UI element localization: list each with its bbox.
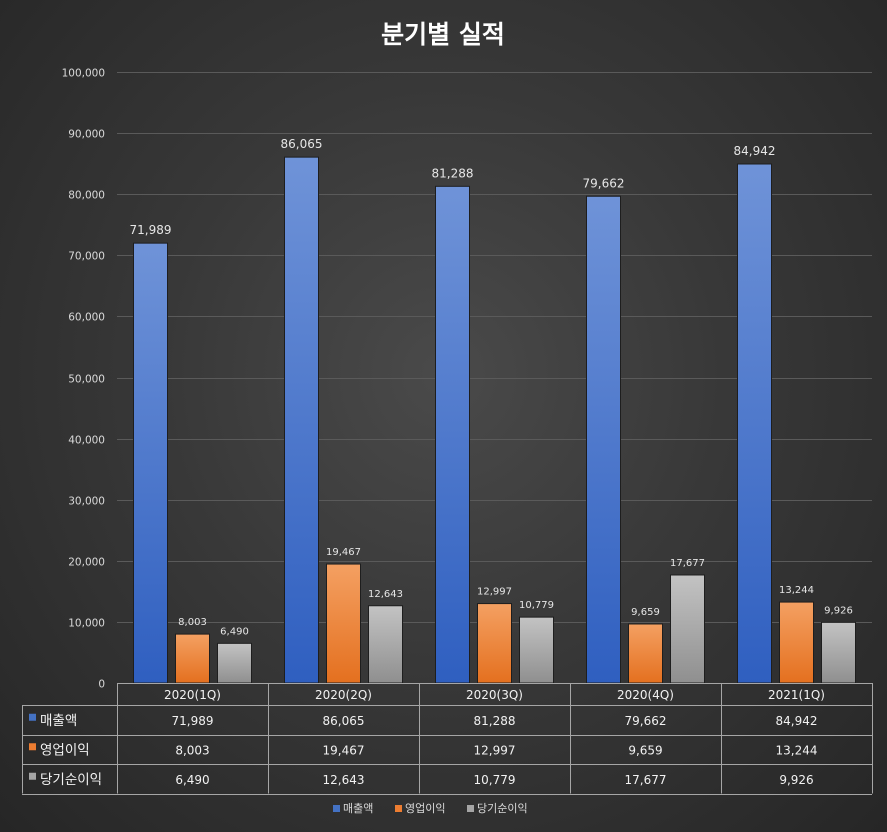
row-legend-key	[29, 743, 36, 751]
data-label: 10,779	[519, 600, 554, 611]
legend-key	[395, 805, 402, 812]
row-legend-key	[29, 713, 36, 721]
category-label: 2020(2Q)	[315, 688, 372, 702]
bar	[737, 163, 772, 684]
legend-key	[333, 805, 340, 812]
legend-key	[467, 805, 474, 812]
row-header: 당기순이익	[40, 772, 102, 788]
bar	[779, 601, 814, 684]
grid-layer: 0 10,000 20,000 30,000 40,000 50,000 60,000 70,…	[62, 68, 872, 691]
data-label: 13,244	[779, 585, 814, 596]
data-label: 86,065	[281, 137, 323, 151]
bar	[670, 574, 705, 684]
y-tick-label: 20,000	[68, 557, 105, 569]
bar	[368, 605, 403, 684]
y-tick-label: 30,000	[68, 496, 105, 508]
table-cell: 86,065	[323, 714, 365, 728]
bars-layer: 71,989 8,003 6,490 86,065 19,467 12,643 81,288…	[130, 137, 856, 684]
legend-label: 당기순이익	[477, 802, 528, 815]
table-cell: 12,997	[474, 743, 516, 757]
y-tick-label: 10,000	[68, 618, 105, 630]
category-label: 2020(3Q)	[466, 688, 523, 702]
table-cell: 17,677	[625, 773, 667, 787]
row-header: 영업이익	[40, 742, 90, 758]
data-label: 81,288	[432, 166, 474, 180]
table-cell: 81,288	[474, 714, 516, 728]
table-cell: 79,662	[625, 714, 667, 728]
bar	[175, 633, 210, 684]
data-label: 12,997	[477, 587, 512, 598]
bar	[586, 195, 621, 684]
row-legend-key	[29, 772, 36, 780]
bar	[284, 156, 319, 684]
y-tick-label: 90,000	[68, 129, 105, 141]
table-cell: 84,942	[776, 714, 818, 728]
bar	[628, 623, 663, 684]
bar	[519, 616, 554, 684]
bar	[217, 642, 252, 684]
y-tick-label: 60,000	[68, 312, 105, 324]
table-cell: 71,989	[172, 714, 214, 728]
data-label: 6,490	[220, 626, 249, 637]
bar	[133, 242, 168, 684]
data-label: 71,989	[130, 223, 172, 237]
category-label: 2021(1Q)	[768, 688, 825, 702]
category-label: 2020(1Q)	[164, 688, 221, 702]
table-cell: 19,467	[323, 743, 365, 757]
chart-title: 분기별 실적	[381, 20, 505, 49]
y-tick-label: 50,000	[68, 374, 105, 386]
bar	[326, 563, 361, 684]
table-cell: 8,003	[175, 743, 209, 757]
table-cell: 12,643	[323, 773, 365, 787]
legend-label: 매출액	[343, 802, 373, 815]
data-label: 79,662	[583, 176, 625, 190]
data-label: 9,926	[824, 605, 853, 616]
y-tick-label: 70,000	[68, 251, 105, 263]
data-table: 2020(1Q) 2020(2Q) 2020(3Q) 2020(4Q) 2021(1Q)…	[22, 683, 873, 795]
data-label: 17,677	[670, 558, 705, 569]
row-header: 매출액	[40, 713, 77, 729]
data-label: 9,659	[631, 607, 660, 618]
table-cell: 6,490	[175, 773, 209, 787]
bar	[821, 621, 856, 684]
category-label: 2020(4Q)	[617, 688, 674, 702]
data-label: 12,643	[368, 589, 403, 600]
legend: 매출액 영업이익 당기순이익	[333, 802, 528, 815]
data-label: 19,467	[326, 547, 361, 558]
table-cell: 9,659	[628, 743, 662, 757]
data-label: 84,942	[734, 144, 776, 158]
table-cell: 10,779	[474, 773, 516, 787]
bar	[435, 185, 470, 684]
y-tick-label: 100,000	[62, 68, 105, 80]
y-tick-label: 0	[98, 679, 105, 691]
y-tick-label: 40,000	[68, 435, 105, 447]
table-cell: 13,244	[776, 743, 818, 757]
table-cell: 9,926	[779, 773, 813, 787]
legend-label: 영업이익	[405, 802, 445, 815]
data-label: 8,003	[178, 617, 207, 628]
y-tick-label: 80,000	[68, 190, 105, 202]
bar	[477, 603, 512, 684]
